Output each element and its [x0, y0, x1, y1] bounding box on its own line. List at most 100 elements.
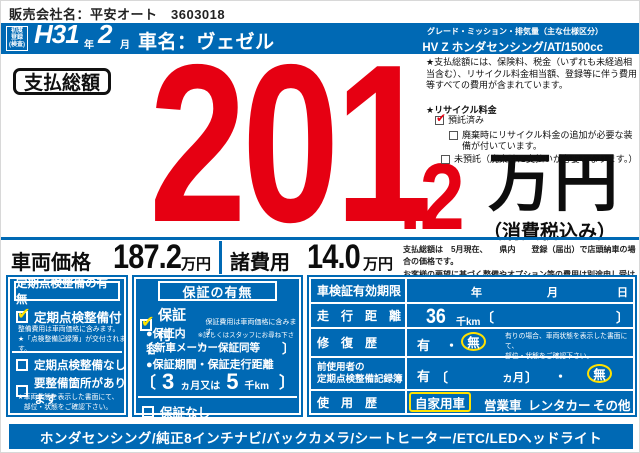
unchecked-checkbox-icon	[441, 155, 450, 164]
badge-line-3: (検査)	[9, 42, 25, 49]
mileage-unit: 千km	[456, 317, 481, 328]
expiry-month-label: 月	[547, 287, 558, 299]
total-price-decimal: .2	[399, 144, 465, 250]
total-price-note: ★支払総額には、保険料、税金（いずれも未経過相当含む）、リサイクル料金相当額、登…	[426, 57, 638, 91]
row-label: 車検証有効期限	[311, 279, 407, 302]
usage-option-private: 自家用車	[415, 396, 466, 411]
warranty-content-value-row: 〔 新車メーカー保証同等 〕	[140, 338, 295, 357]
recycle-fee-heading: ★リサイクル料金	[426, 105, 497, 115]
warranty-title: 保証の有無	[158, 281, 277, 301]
row-label: 修 復 歴	[311, 329, 407, 356]
recycle-addon-row: 廃棄時にリサイクル料金の追加が必要な装備が付いています。	[449, 130, 637, 153]
total-price-unit: 万円	[488, 147, 620, 219]
bracket-close: 〕	[278, 375, 295, 392]
maintenance-without-row: 定期点検整備なし	[16, 357, 126, 373]
maintenance-needs-label: 要整備箇所があります	[34, 378, 126, 406]
recycle-not-deposited-row: 未預託（廃棄時に支払いが必要となります。）	[441, 154, 637, 165]
badge-line-1: 初度	[10, 28, 23, 34]
row-value: 有 ・ 無 有りの場合、車両状態を表示した書面にて、 部位・状態をご確認下さい。	[407, 329, 633, 360]
fees-value: 14.0	[307, 238, 361, 276]
badge-line-2: 登録	[10, 35, 23, 42]
first-reg-year: H31	[34, 19, 80, 49]
dot-separator: ・	[445, 338, 459, 353]
grade-value: HV Z ホンダセンシング/AT/1500cc	[422, 42, 603, 54]
warranty-months-unit: ヵ月又は	[180, 381, 221, 392]
dot-separator: ・	[554, 369, 568, 384]
checked-checkbox-icon: ✔	[16, 306, 30, 323]
maintenance-with-note: 整備費用は車両価格に含みます。 ★「点検整備記録簿」が交付されます。	[18, 325, 128, 356]
usage-option-other: その他	[593, 399, 631, 413]
bracket-close: 〕	[615, 310, 629, 325]
bracket-close: 〕	[525, 370, 539, 385]
maintenance-with-row: ✔ 定期点検整備付	[16, 306, 122, 326]
record-months-unit: ヵ月	[502, 372, 524, 384]
unchecked-checkbox-icon	[142, 405, 154, 418]
maintenance-needs-note1: ★車両状態を表示した書面にて、	[17, 394, 119, 401]
row-value: 自家用車 営業車 レンタカー その他	[407, 391, 633, 413]
circled-no-mark: 無	[587, 364, 612, 383]
total-price-integer: 201	[149, 17, 432, 269]
table-row-repair-history: 修 復 歴 有 ・ 無 有りの場合、車両状態を表示した書面にて、 部位・状態をご…	[311, 329, 633, 360]
maintenance-with-label: 定期点検整備付	[34, 311, 122, 325]
repair-note: 有りの場合、車両状態を表示した書面にて、 部位・状態をご確認下さい。	[505, 332, 633, 363]
details-panel: 車検証有効期限 年 月 日 走 行 距 離 36 千km 〔 〕 修 復 歴	[307, 275, 637, 417]
warranty-with-row: ✔ 保証付 保証費用は車両価格に含みます。	[140, 305, 303, 345]
check-icon: ✔	[17, 305, 31, 323]
fees-label: 諸費用	[230, 252, 290, 274]
warranty-period-row: 〔 3 ヵ月又は 5 千km 〕	[140, 369, 295, 393]
usage-option-rental: レンタカー	[528, 399, 591, 413]
fees-unit: 万円	[363, 256, 394, 273]
maintenance-title: 定期点検整備の有無	[14, 278, 120, 306]
row-label: 使 用 歴	[311, 391, 407, 413]
table-row-inspection-expiry: 車検証有効期限 年 月 日	[311, 279, 633, 304]
warranty-with-note: 保証費用は車両価格に含みます。	[205, 319, 297, 336]
bracket-open: 〔	[140, 341, 154, 356]
separator-line	[1, 237, 639, 240]
warranty-with-label: 保証付	[158, 307, 186, 343]
vehicle-price-label: 車両価格	[11, 252, 91, 274]
usage-private-selected: 自家用車	[409, 392, 472, 412]
check-icon: ✔	[436, 111, 447, 125]
panel-divider	[138, 396, 297, 398]
bracket-open: 〔	[481, 310, 495, 325]
recycle-deposited-label: 預託済み	[448, 115, 485, 125]
bracket-open: 〔	[140, 375, 157, 392]
warranty-km-unit: 千km	[244, 381, 269, 392]
maintenance-needs-row: 要整備箇所があります	[16, 375, 128, 407]
dealer-name-line: 販売会社名：平安オート 3603018	[9, 7, 226, 22]
warranty-without-row: 保証なし	[142, 402, 210, 421]
warranty-content-row: ●保証内容 ※詳しくはスタッフにお尋ね下さい。	[146, 325, 303, 357]
band-divider	[219, 241, 222, 274]
unchecked-checkbox-icon	[449, 131, 458, 140]
record-label-line1: 前使用者の	[317, 361, 365, 373]
maintenance-needs-note2: 部位・状態をご確認下さい。	[23, 404, 113, 412]
warranty-months-value: 3	[162, 369, 175, 394]
band-note-line1: 支払総額は 5月現在、 県内 登録（届出）で店頭納車の場合の価格です。	[403, 245, 636, 267]
repair-note-line1: 有りの場合、車両状態を表示した書面にて、	[505, 333, 628, 351]
panel-divider	[12, 351, 122, 353]
unchecked-checkbox-icon	[16, 385, 28, 397]
maintenance-with-note1: 整備費用は車両価格に含みます。	[18, 326, 120, 333]
warranty-panel: 保証の有無 ✔ 保証付 保証費用は車両価格に含みます。 ●保証内容 ※詳しくはス…	[132, 275, 303, 420]
row-value: 36 千km 〔 〕	[407, 304, 633, 328]
record-no-option: 無	[593, 368, 606, 382]
maintenance-needs-note: ★車両状態を表示した書面にて、 部位・状態をご確認下さい。	[16, 393, 120, 413]
bracket-close: 〕	[281, 341, 295, 356]
circled-no-mark: 無	[461, 332, 486, 351]
expiry-year-label: 年	[471, 287, 482, 299]
warranty-content-value: 新車メーカー保証同等	[155, 342, 261, 354]
warranty-km-value: 5	[226, 369, 239, 394]
first-registration-badge: 初度 登録 (検査)	[6, 26, 28, 51]
table-row-maintenance-record: 前使用者の 定期点検整備記録簿 有 〔 ヵ月 〕 ・ 無	[311, 358, 633, 391]
details-table: 車検証有効期限 年 月 日 走 行 距 離 36 千km 〔 〕 修 復 歴	[311, 279, 633, 413]
warranty-period-label: ●保証期間・保証走行距離	[146, 359, 274, 371]
row-value: 有 〔 ヵ月 〕 ・ 無	[407, 358, 633, 389]
checked-checkbox-icon: ✔	[140, 314, 154, 331]
warranty-content-label: ●保証内容	[146, 328, 186, 356]
warranty-without-label: 保証なし	[160, 406, 211, 420]
repair-yes-option: 有	[417, 338, 431, 353]
table-row-mileage: 走 行 距 離 36 千km 〔 〕	[311, 304, 633, 329]
vehicle-price-value: 187.2	[113, 238, 182, 276]
total-price-label: 支払総額	[13, 68, 111, 95]
